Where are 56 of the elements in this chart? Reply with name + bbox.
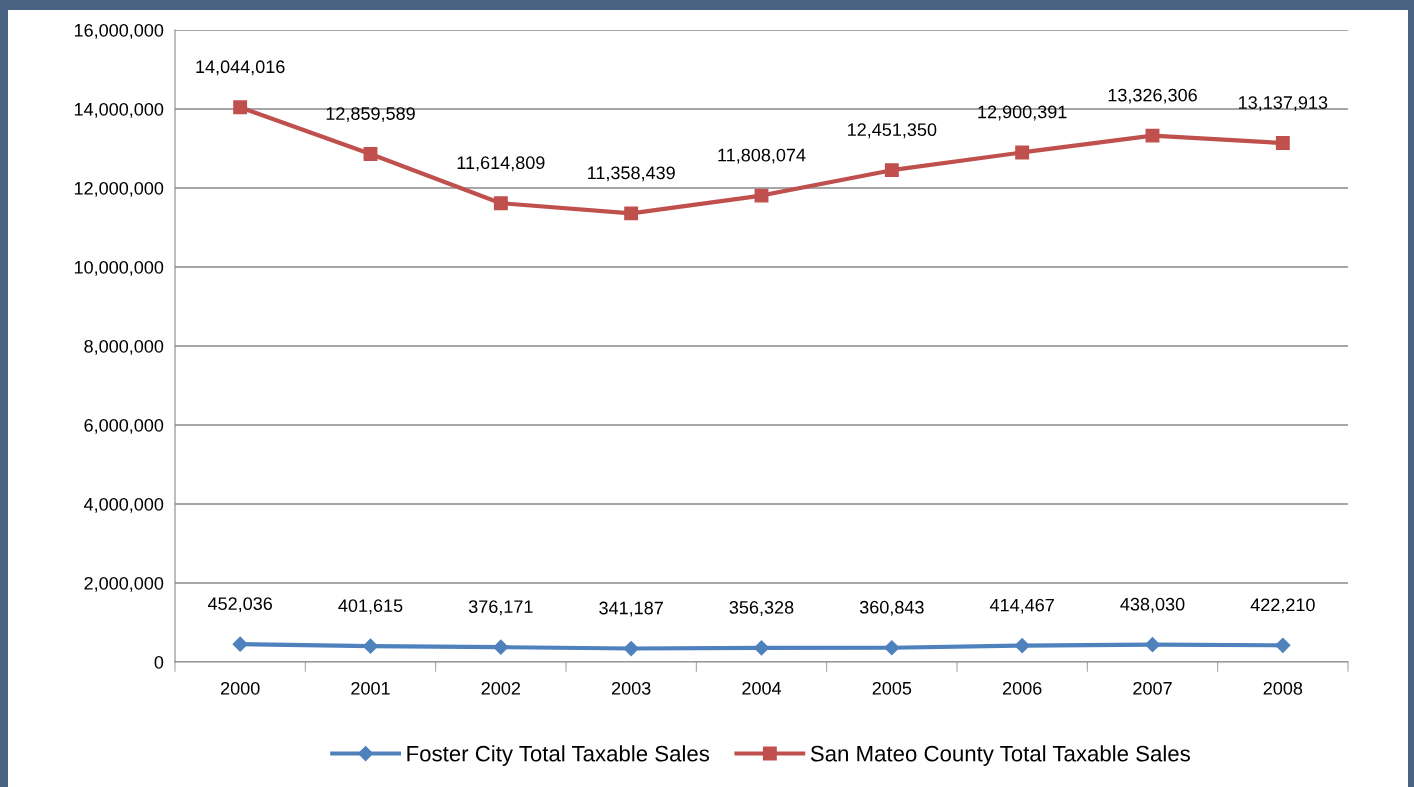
point bbox=[624, 206, 639, 221]
y-tick-label: 4,000,000 bbox=[83, 497, 164, 513]
y-tick-label: 10,000,000 bbox=[74, 260, 164, 276]
y-tick-label: 0 bbox=[154, 655, 164, 669]
point bbox=[1144, 637, 1161, 653]
legend-label: San Mateo County Total Taxable Sales bbox=[810, 745, 1190, 766]
x-tick-label: 2008 bbox=[1263, 681, 1303, 695]
data-label: 438,030 bbox=[1120, 597, 1185, 613]
data-label: 360,843 bbox=[859, 600, 924, 616]
data-label: 14,044,016 bbox=[196, 60, 285, 76]
data-label: 452,036 bbox=[207, 597, 273, 613]
data-label: 13,137,913 bbox=[1239, 96, 1328, 112]
x-tick-label: 2003 bbox=[611, 681, 651, 695]
data-label: 11,614,809 bbox=[457, 156, 545, 172]
point bbox=[1015, 145, 1030, 160]
y-tick-label: 16,000,000 bbox=[74, 23, 164, 39]
point bbox=[754, 188, 769, 203]
x-tick-label: 2005 bbox=[872, 681, 912, 695]
legend-label: Foster City Total Taxable Sales bbox=[407, 745, 710, 766]
x-tick-label: 2000 bbox=[220, 681, 260, 695]
x-tick-label: 2004 bbox=[742, 681, 782, 695]
data-label: 13,326,306 bbox=[1108, 88, 1197, 104]
point bbox=[493, 639, 509, 655]
data-label: 356,328 bbox=[729, 601, 794, 616]
point bbox=[232, 636, 248, 652]
point bbox=[493, 196, 508, 211]
y-tick-label: 14,000,000 bbox=[74, 102, 164, 118]
data-label: 341,187 bbox=[599, 601, 663, 617]
data-label: 11,808,074 bbox=[718, 148, 806, 164]
point bbox=[362, 638, 379, 654]
data-label: 414,467 bbox=[989, 598, 1054, 614]
point bbox=[1014, 638, 1030, 654]
point bbox=[623, 640, 639, 657]
data-label: 12,900,391 bbox=[978, 105, 1067, 121]
y-tick-label: 8,000,000 bbox=[84, 339, 164, 355]
point bbox=[884, 640, 900, 656]
data-label: 422,210 bbox=[1250, 598, 1315, 614]
x-tick-label: 2006 bbox=[1002, 681, 1042, 695]
point bbox=[753, 640, 770, 656]
x-tick-label: 2002 bbox=[481, 681, 521, 695]
point bbox=[233, 100, 248, 115]
x-tick-label: 2007 bbox=[1133, 681, 1172, 695]
data-label: 12,451,350 bbox=[848, 123, 937, 139]
x-tick-label: 2001 bbox=[351, 681, 390, 695]
data-label: 376,171 bbox=[468, 600, 533, 616]
y-tick-label: 12,000,000 bbox=[74, 181, 164, 197]
point bbox=[1275, 637, 1291, 653]
point bbox=[363, 147, 378, 161]
data-label: 11,358,439 bbox=[588, 166, 675, 182]
data-label: 12,859,589 bbox=[326, 107, 415, 123]
point bbox=[1145, 128, 1160, 143]
data-label: 401,615 bbox=[338, 599, 403, 615]
y-tick-label: 2,000,000 bbox=[84, 576, 164, 592]
point bbox=[1275, 136, 1290, 150]
point bbox=[884, 163, 899, 178]
y-tick-label: 6,000,000 bbox=[84, 418, 164, 434]
